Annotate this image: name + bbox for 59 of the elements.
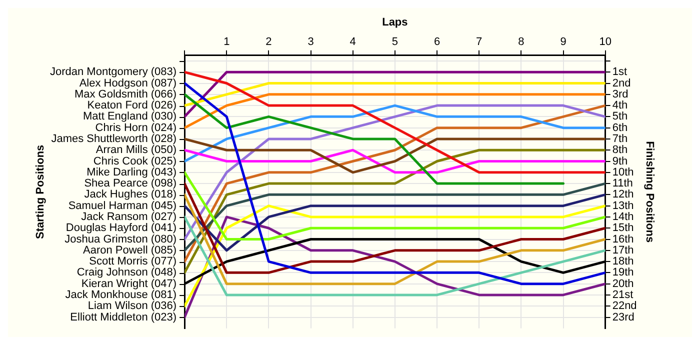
text: Max Goldsmith (066) bbox=[74, 88, 177, 100]
text: Chris Horn (024) bbox=[95, 122, 177, 134]
y2-tick-label: 3rd bbox=[612, 88, 628, 100]
y2-tick-label: 23rd bbox=[612, 311, 634, 324]
text: Shea Pearce (098) bbox=[84, 178, 177, 190]
x-tick-label: 7 bbox=[476, 36, 482, 48]
x-tick-label: 8 bbox=[518, 36, 524, 48]
y2-tick-label: 21st bbox=[612, 289, 634, 302]
x-tick-label: 6 bbox=[434, 36, 440, 48]
y2-tick-label: 19th bbox=[612, 266, 634, 279]
text: Aaron Powell (085) bbox=[82, 244, 177, 256]
text: James Shuttleworth (028) bbox=[51, 133, 177, 146]
y2-tick-label: 22nd bbox=[612, 300, 637, 312]
y2-tick-label: 12th bbox=[612, 188, 634, 201]
y2-tick-label: 13th bbox=[612, 200, 634, 212]
text: Scott Morris (077) bbox=[89, 256, 177, 268]
y2-tick-label: 17th bbox=[612, 244, 634, 256]
y2-tick-label: 7th bbox=[612, 133, 628, 146]
x-tick-label: 3 bbox=[308, 36, 314, 48]
y2-tick-label: 4th bbox=[612, 100, 628, 112]
text: Chris Cook (025) bbox=[93, 155, 177, 168]
text: Kieran Wright (047) bbox=[81, 278, 177, 290]
y2-tick-label: 18th bbox=[612, 256, 634, 268]
x-axis-title: Laps bbox=[382, 16, 408, 29]
y2-tick-label: 6th bbox=[612, 122, 628, 134]
x-tick-label: 4 bbox=[350, 36, 356, 48]
y2-tick-label: 9th bbox=[612, 155, 628, 168]
y2-tick-label: 16th bbox=[612, 233, 634, 246]
text: Elliott Middleton (023) bbox=[70, 311, 177, 324]
text: Joshua Grimston (080) bbox=[64, 233, 177, 246]
x-tick-label: 9 bbox=[560, 36, 566, 48]
y2-tick-label: 15th bbox=[612, 222, 634, 234]
text: Jack Hughes (018) bbox=[84, 188, 177, 201]
text: Matt England (030) bbox=[82, 110, 177, 123]
x-tick-label: 5 bbox=[392, 36, 398, 48]
text: Jordan Montgomery (083) bbox=[50, 66, 177, 78]
text: Starting Positions bbox=[34, 144, 47, 239]
text: Craig Johnson (048) bbox=[76, 266, 177, 279]
text: Arran Mills (050) bbox=[96, 144, 177, 156]
y2-tick-label: 2nd bbox=[612, 77, 631, 90]
text: Jack Ransom (027) bbox=[81, 211, 177, 224]
x-tick-label: 10 bbox=[599, 36, 612, 48]
y2-tick-label: 11th bbox=[612, 178, 633, 190]
y2-tick-label: 10th bbox=[612, 166, 634, 178]
text: Douglas Hayford (041) bbox=[66, 222, 177, 234]
y2-tick-label: 5th bbox=[612, 110, 628, 123]
text: Keaton Ford (026) bbox=[87, 100, 177, 112]
y2-tick-label: 1st bbox=[612, 66, 628, 78]
text: Mike Darling (043) bbox=[86, 166, 177, 178]
y2-axis-title: Finishing Positions bbox=[643, 141, 656, 243]
text: Alex Hodgson (087) bbox=[79, 77, 177, 90]
text: Samuel Harman (045) bbox=[68, 200, 177, 212]
x-tick-label: 1 bbox=[224, 36, 230, 48]
text: Jack Monkhouse (081) bbox=[65, 289, 177, 302]
y2-tick-label: 8th bbox=[612, 144, 628, 156]
x-tick-label: 2 bbox=[266, 36, 272, 48]
text: Liam Wilson (036) bbox=[88, 300, 177, 312]
y2-tick-label: 14th bbox=[612, 211, 634, 224]
y2-tick-label: 20th bbox=[612, 278, 634, 290]
